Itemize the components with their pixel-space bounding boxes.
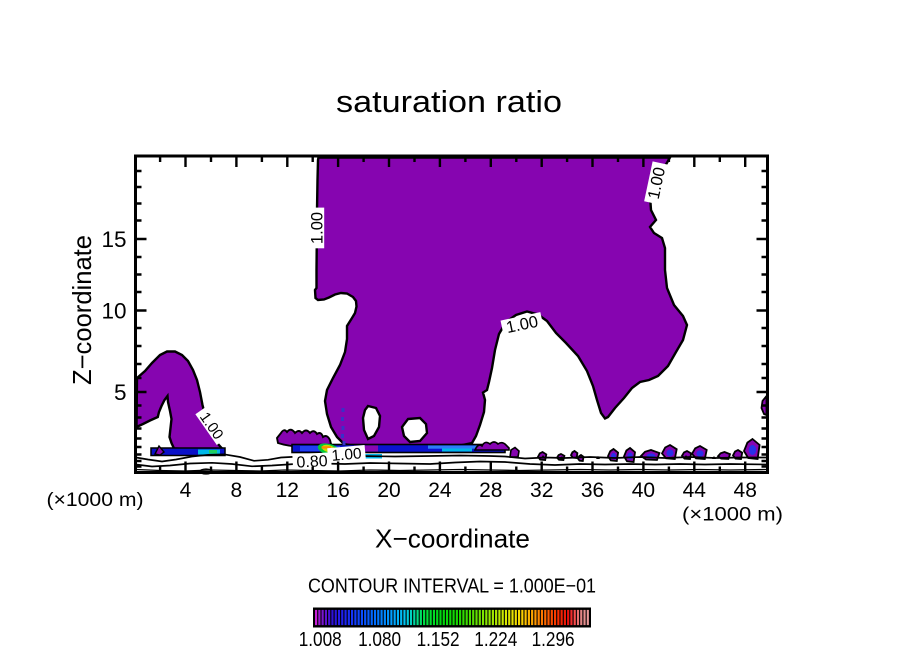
svg-text:5: 5 bbox=[114, 380, 127, 405]
svg-text:20: 20 bbox=[377, 479, 400, 502]
svg-text:1.080: 1.080 bbox=[358, 629, 401, 651]
svg-text:12: 12 bbox=[276, 479, 299, 502]
svg-text:(×1000 m): (×1000 m) bbox=[682, 504, 783, 526]
svg-text:Z−coordinate: Z−coordinate bbox=[67, 235, 97, 385]
svg-text:4: 4 bbox=[180, 479, 192, 502]
svg-text:1.296: 1.296 bbox=[532, 629, 575, 651]
svg-text:8: 8 bbox=[231, 479, 243, 502]
svg-text:16: 16 bbox=[326, 479, 349, 502]
svg-text:1.00: 1.00 bbox=[331, 445, 363, 465]
svg-text:10: 10 bbox=[101, 299, 126, 324]
svg-text:15: 15 bbox=[101, 227, 126, 252]
svg-text:X−coordinate: X−coordinate bbox=[375, 524, 530, 554]
svg-text:44: 44 bbox=[683, 479, 707, 502]
svg-text:1.00: 1.00 bbox=[308, 212, 326, 244]
svg-text:28: 28 bbox=[479, 479, 502, 502]
svg-text:1.008: 1.008 bbox=[299, 629, 342, 651]
svg-text:24: 24 bbox=[428, 479, 452, 502]
svg-text:32: 32 bbox=[530, 479, 553, 502]
svg-text:(×1000 m): (×1000 m) bbox=[47, 489, 144, 511]
svg-text:1.224: 1.224 bbox=[474, 629, 517, 651]
svg-text:1.152: 1.152 bbox=[417, 629, 460, 651]
svg-text:0.80: 0.80 bbox=[296, 453, 328, 472]
svg-text:36: 36 bbox=[581, 479, 604, 502]
svg-text:CONTOUR INTERVAL = 1.000E−01: CONTOUR INTERVAL = 1.000E−01 bbox=[308, 576, 596, 598]
svg-text:40: 40 bbox=[632, 479, 655, 502]
svg-text:saturation ratio: saturation ratio bbox=[336, 84, 562, 119]
svg-text:48: 48 bbox=[734, 479, 757, 502]
